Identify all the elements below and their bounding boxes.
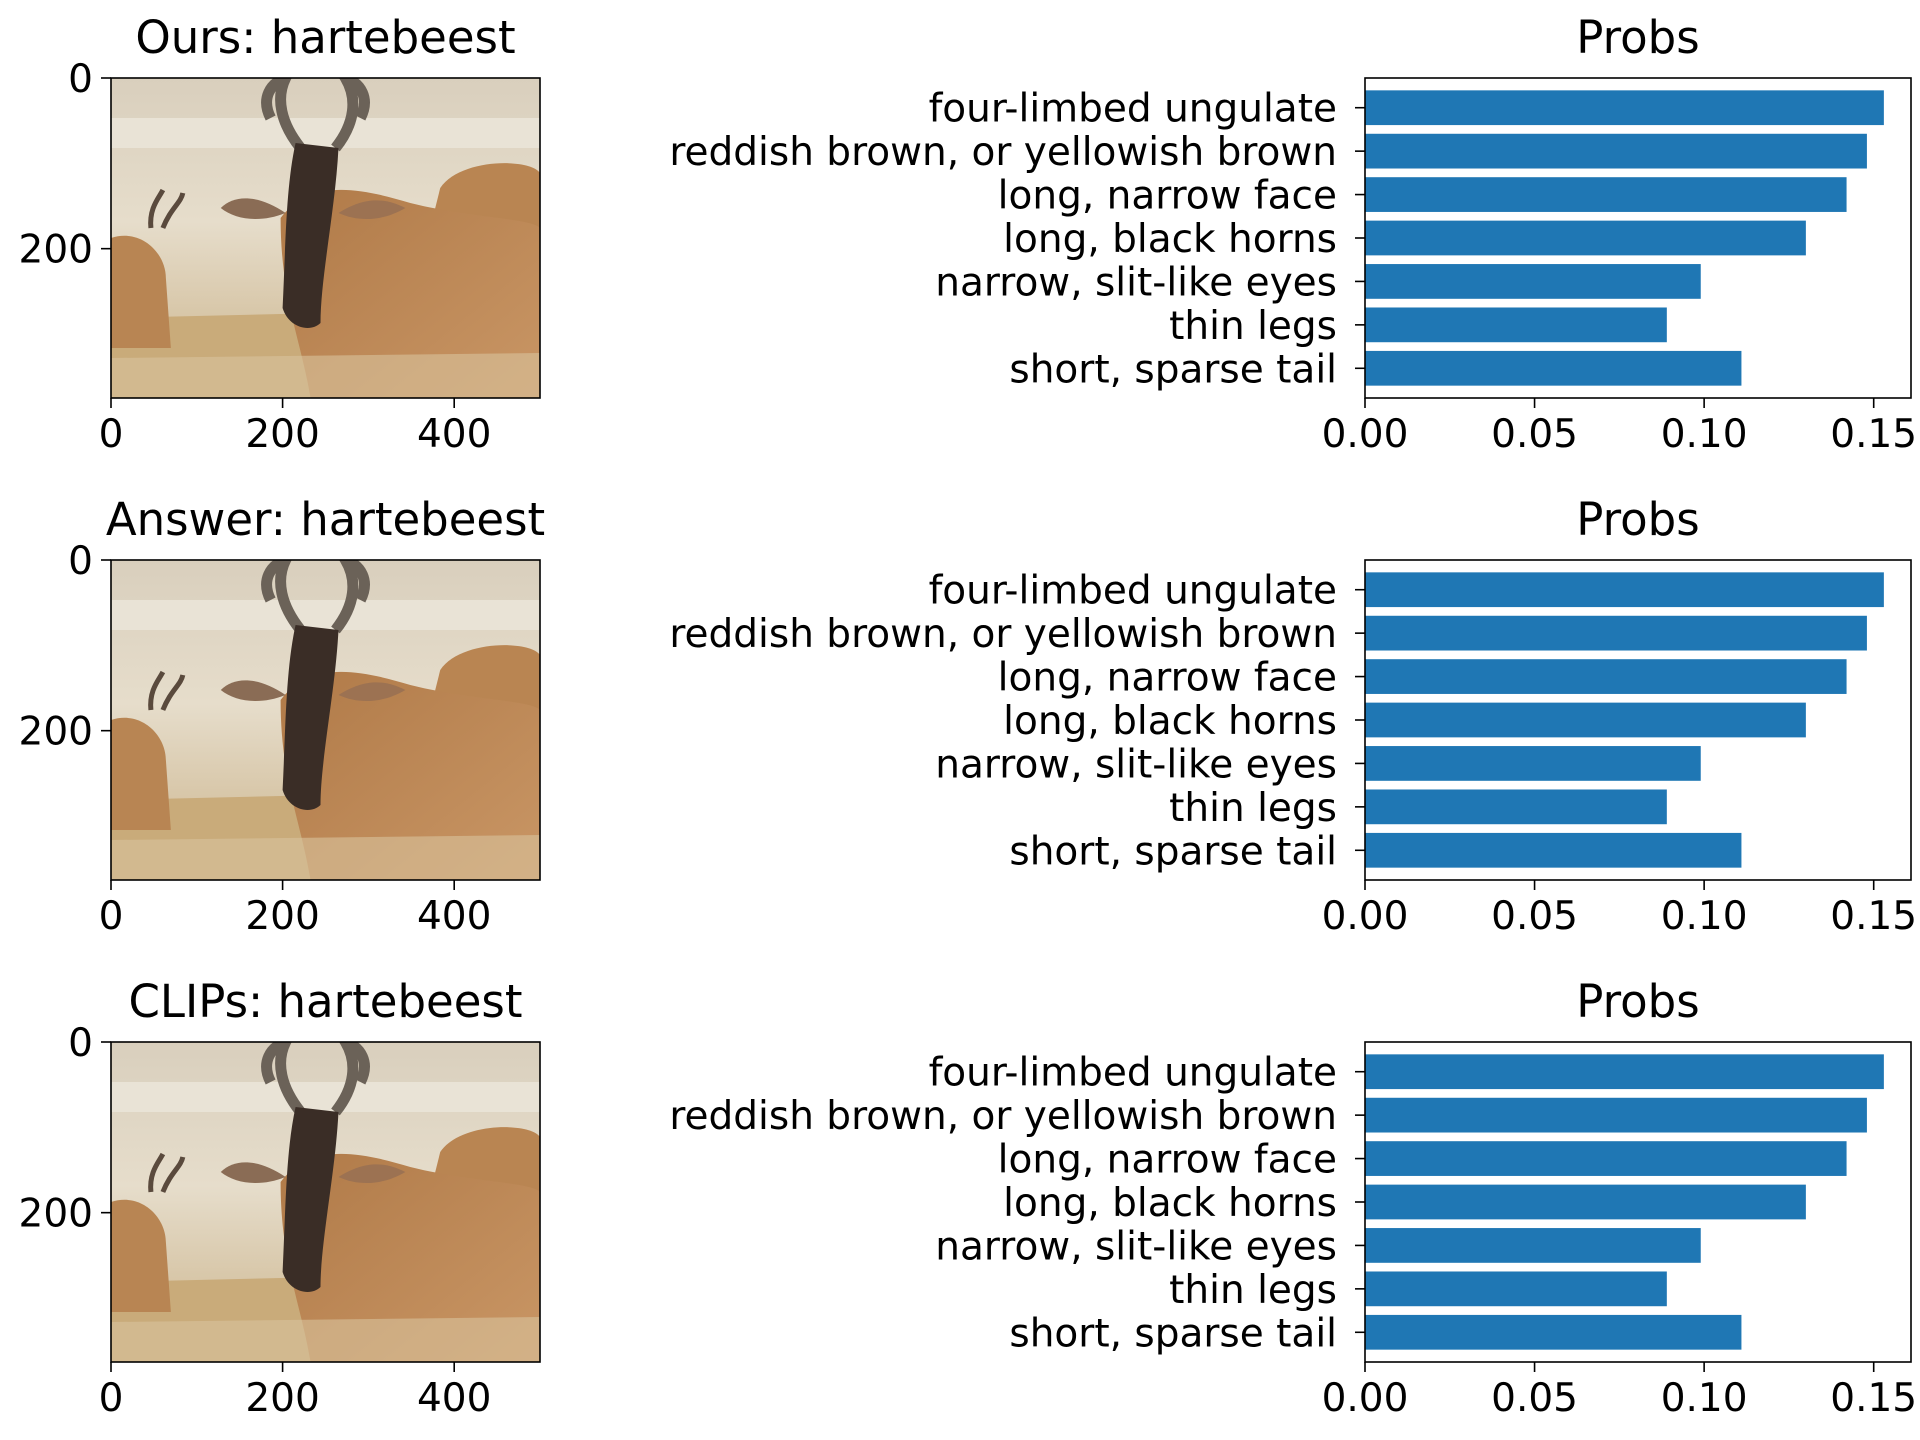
chart-xtick-label: 0.05	[1491, 412, 1578, 457]
bar	[1365, 264, 1701, 299]
hartebeest-photo	[111, 1042, 540, 1362]
bar	[1365, 350, 1742, 386]
chart-xtick-label: 0.15	[1830, 412, 1917, 457]
category-label: long, black horns	[1003, 699, 1337, 744]
bar	[1365, 1271, 1667, 1307]
bar	[1365, 1184, 1806, 1220]
image-frame	[110, 77, 541, 399]
image-ytick-label: 200	[19, 1192, 93, 1237]
bar	[1365, 90, 1884, 126]
chart-frame	[1364, 1041, 1912, 1363]
image-xtick-label: 0	[99, 412, 124, 457]
image-xtick-label: 200	[245, 412, 319, 457]
figure-row-1: Ours: hartebeest 0 200 400 0 200 Probs four-lim…	[19, 11, 1918, 457]
image-xtick-label: 0	[99, 1376, 124, 1421]
category-label: short, sparse tail	[1009, 829, 1337, 874]
bar	[1365, 307, 1667, 343]
chart-xtick-label: 0.00	[1322, 894, 1409, 939]
image-xtick-label: 200	[245, 1376, 319, 1421]
category-label: long, black horns	[1003, 217, 1337, 262]
image-xtick-label: 400	[417, 1376, 491, 1421]
category-label: thin legs	[1169, 786, 1337, 831]
bar	[1365, 1097, 1867, 1133]
bar	[1365, 746, 1701, 781]
bar	[1365, 1314, 1742, 1350]
bar	[1365, 1228, 1701, 1263]
bar	[1365, 1054, 1884, 1090]
category-label: short, sparse tail	[1009, 347, 1337, 392]
bar	[1365, 615, 1867, 651]
category-label: four-limbed ungulate	[929, 569, 1337, 614]
category-label: long, black horns	[1003, 1181, 1337, 1226]
category-label: four-limbed ungulate	[929, 87, 1337, 132]
category-label: narrow, slit-like eyes	[935, 742, 1337, 787]
hartebeest-photo	[111, 560, 540, 880]
category-label: thin legs	[1169, 1268, 1337, 1313]
bar	[1365, 1141, 1847, 1176]
category-label: reddish brown, or yellowish brown	[669, 130, 1337, 175]
bar	[1365, 572, 1884, 608]
figure-row-2: Answer: hartebeest 0 200 400 0 200 Probs four-l…	[19, 493, 1918, 939]
chart-xtick-label: 0.00	[1322, 1376, 1409, 1421]
image-xtick-label: 400	[417, 894, 491, 939]
category-label: long, narrow face	[998, 1138, 1337, 1183]
chart-xtick-label: 0.15	[1830, 894, 1917, 939]
bar	[1365, 220, 1806, 256]
category-label: reddish brown, or yellowish brown	[669, 612, 1337, 657]
image-ytick-label: 200	[19, 710, 93, 755]
image-xtick-label: 400	[417, 412, 491, 457]
image-frame	[110, 559, 541, 881]
bar	[1365, 659, 1847, 694]
bar	[1365, 177, 1847, 212]
image-title: Answer: hartebeest	[106, 493, 545, 546]
category-label: four-limbed ungulate	[929, 1051, 1337, 1096]
image-ytick-label: 0	[68, 539, 93, 584]
chart-xtick-label: 0.05	[1491, 894, 1578, 939]
chart-frame	[1364, 77, 1912, 399]
image-xtick-label: 0	[99, 894, 124, 939]
chart-xtick-label: 0.10	[1661, 412, 1748, 457]
chart-frame	[1364, 559, 1912, 881]
chart-xtick-label: 0.05	[1491, 1376, 1578, 1421]
category-label: long, narrow face	[998, 174, 1337, 219]
hartebeest-photo	[111, 78, 540, 398]
bar	[1365, 702, 1806, 738]
category-label: long, narrow face	[998, 656, 1337, 701]
category-label: reddish brown, or yellowish brown	[669, 1094, 1337, 1139]
category-label: narrow, slit-like eyes	[935, 1224, 1337, 1269]
chart-xtick-label: 0.00	[1322, 412, 1409, 457]
image-ytick-label: 200	[19, 228, 93, 273]
chart-title: Probs	[1576, 975, 1699, 1028]
image-ytick-label: 0	[68, 57, 93, 102]
figure-row-3: CLIPs: hartebeest 0 200 400 0 200 Probs four-li…	[19, 975, 1918, 1421]
image-ytick-label: 0	[68, 1021, 93, 1066]
category-label: short, sparse tail	[1009, 1311, 1337, 1356]
image-title: Ours: hartebeest	[135, 11, 515, 64]
image-xtick-label: 200	[245, 894, 319, 939]
bar	[1365, 789, 1667, 825]
chart-xtick-label: 0.10	[1661, 1376, 1748, 1421]
image-title: CLIPs: hartebeest	[129, 975, 523, 1028]
category-label: thin legs	[1169, 304, 1337, 349]
chart-title: Probs	[1576, 493, 1699, 546]
category-label: narrow, slit-like eyes	[935, 260, 1337, 305]
bar	[1365, 832, 1742, 868]
image-frame	[110, 1041, 541, 1363]
bar	[1365, 133, 1867, 169]
chart-xtick-label: 0.10	[1661, 894, 1748, 939]
chart-xtick-label: 0.15	[1830, 1376, 1917, 1421]
chart-title: Probs	[1576, 11, 1699, 64]
